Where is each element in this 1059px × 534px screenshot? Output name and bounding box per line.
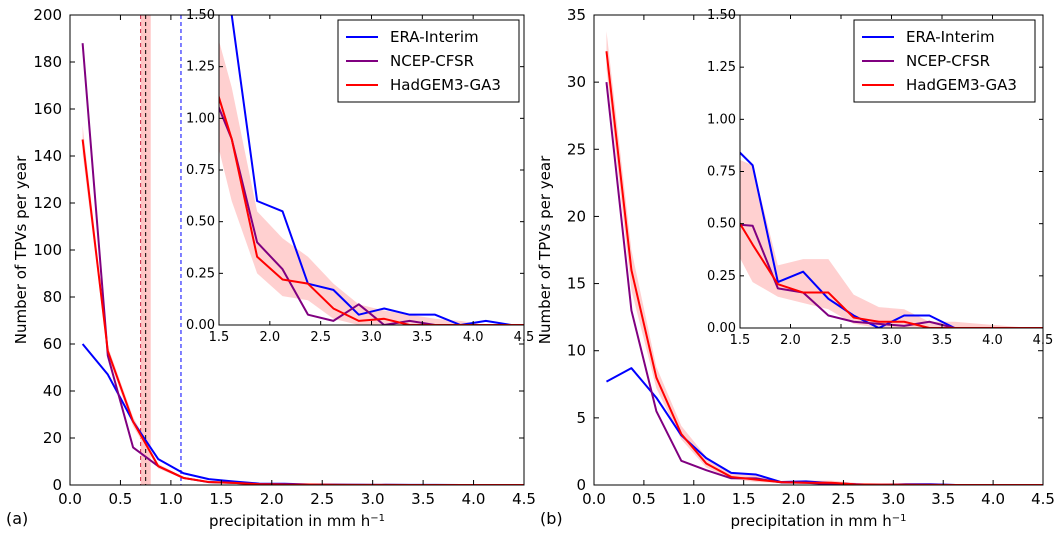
y-tick-label: 40 (43, 382, 62, 400)
legend-label: HadGEM3-GA3 (906, 76, 1017, 94)
inset-y-tick-label: 1.00 (186, 111, 215, 126)
inset-x-tick-label: 2.0 (780, 333, 801, 348)
inset-y-tick-label: 1.25 (186, 60, 215, 75)
y-tick-label: 15 (567, 275, 586, 293)
inset-y-tick-label: 0.00 (186, 318, 215, 333)
inset-plot-area (740, 151, 1043, 328)
y-tick-label: 140 (33, 147, 62, 165)
inset-plot-area (219, 15, 524, 325)
y-tick-label: 5 (576, 409, 586, 427)
y-axis-label: Number of TPVs per year (12, 155, 30, 344)
series-line-ncep-cfsr (605, 82, 1043, 485)
inset-x-tick-label: 3.5 (932, 333, 953, 348)
inset-line-ncep-cfsr (740, 223, 1043, 328)
inset-x-tick-label: 3.0 (361, 330, 382, 345)
y-tick-label: 60 (43, 335, 62, 353)
x-tick-label: 0.0 (582, 490, 606, 508)
x-tick-label: 2.5 (832, 490, 856, 508)
inset-y-tick-label: 1.25 (707, 60, 736, 75)
inset-x-tick-label: 2.5 (831, 333, 852, 348)
x-tick-label: 0.5 (632, 490, 656, 508)
x-tick-label: 0.0 (58, 490, 82, 508)
inset-x-tick-label: 4.5 (1033, 333, 1054, 348)
series-line-era-interim (605, 367, 1043, 485)
inset-y-tick-label: 1.50 (707, 8, 736, 23)
series-line-hadgem3-ga3 (605, 51, 1043, 485)
legend: ERA-Interim NCEP-CFSR HadGEM3-GA3 (853, 19, 1036, 103)
legend-label: NCEP-CFSR (390, 52, 474, 70)
x-tick-label: 2.5 (310, 490, 334, 508)
inset-x-tick-label: 1.5 (209, 330, 230, 345)
y-tick-label: 35 (567, 6, 586, 24)
panel-a: 0.0 0.5 1.0 1.5 2.0 2.5 3.0 3.5 4.0 4.5 0 20 40 60 80 1… (6, 6, 536, 530)
inset-x-tick-label: 2.0 (259, 330, 280, 345)
x-tick-label: 4.5 (512, 490, 536, 508)
x-tick-label: 3.0 (361, 490, 385, 508)
x-tick-label: 2.0 (782, 490, 806, 508)
legend-label: HadGEM3-GA3 (390, 76, 501, 94)
x-tick-label: 4.0 (981, 490, 1005, 508)
y-tick-label: 25 (567, 140, 586, 158)
inset-y-tick-label: 0.75 (707, 165, 736, 180)
inset-y-tick-label: 1.00 (707, 112, 736, 127)
legend-label: NCEP-CFSR (906, 52, 990, 70)
inset-x-tick-label: 1.5 (730, 333, 751, 348)
x-tick-label: 2.0 (260, 490, 284, 508)
inset-y-tick-label: 0.50 (707, 217, 736, 232)
x-tick-label: 3.5 (931, 490, 955, 508)
inset-line-era-interim (740, 151, 1043, 328)
inset-band-hadgem3-ga3 (219, 40, 524, 325)
inset-x-tick-label: 3.5 (412, 330, 433, 345)
x-tick-label: 4.5 (1031, 490, 1055, 508)
x-tick-label: 3.5 (411, 490, 435, 508)
y-tick-label: 30 (567, 73, 586, 91)
inset-x-tick-label: 4.5 (514, 330, 535, 345)
inset-x-tick-label: 4.0 (982, 333, 1003, 348)
x-axis-label: precipitation in mm h−1 (209, 512, 385, 530)
x-axis-label: precipitation in mm h−1 (731, 512, 907, 530)
y-tick-label: 160 (33, 100, 62, 118)
threshold-band (140, 15, 151, 485)
y-tick-label: 20 (567, 207, 586, 225)
inset-y-tick-label: 0.00 (707, 321, 736, 336)
inset-x-tick-label: 4.0 (463, 330, 484, 345)
x-tick-label: 1.0 (159, 490, 183, 508)
inset-line-ncep-cfsr (219, 105, 524, 325)
legend-label: ERA-Interim (390, 28, 479, 46)
y-axis-label: Number of TPVs per year (536, 155, 554, 344)
inset-line-hadgem3-ga3 (740, 221, 1043, 328)
inset-y-tick-label: 0.25 (186, 266, 215, 281)
y-tick-label: 10 (567, 342, 586, 360)
y-tick-label: 100 (33, 241, 62, 259)
y-tick-label: 200 (33, 6, 62, 24)
inset-y-tick-label: 0.25 (707, 269, 736, 284)
inset-y-tick-label: 0.75 (186, 163, 215, 178)
legend-label: ERA-Interim (906, 28, 995, 46)
x-tick-label: 0.5 (109, 490, 133, 508)
x-tick-label: 3.0 (881, 490, 905, 508)
y-tick-label: 0 (576, 476, 586, 494)
inset-y-tick-label: 1.50 (186, 8, 215, 23)
panel-label: (a) (6, 509, 28, 528)
y-tick-label: 120 (33, 194, 62, 212)
legend: ERA-Interim NCEP-CFSR HadGEM3-GA3 (337, 19, 520, 103)
panel-b: 0.0 0.5 1.0 1.5 2.0 2.5 3.0 3.5 4.0 4.5 0 5 10 15 20 25… (536, 6, 1055, 530)
y-tick-label: 20 (43, 429, 62, 447)
x-tick-label: 1.5 (732, 490, 756, 508)
x-tick-label: 1.5 (209, 490, 233, 508)
x-tick-label: 4.0 (462, 490, 486, 508)
inset-line-hadgem3-ga3 (219, 94, 524, 325)
inset-x-tick-label: 3.0 (881, 333, 902, 348)
inset-y-tick-label: 0.50 (186, 215, 215, 230)
main-plot-area (605, 31, 1043, 485)
x-tick-label: 1.0 (682, 490, 706, 508)
y-tick-label: 180 (33, 53, 62, 71)
inset-x-tick-label: 2.5 (310, 330, 331, 345)
y-tick-label: 0 (52, 476, 62, 494)
panel-label: (b) (540, 509, 563, 528)
y-tick-label: 80 (43, 288, 62, 306)
